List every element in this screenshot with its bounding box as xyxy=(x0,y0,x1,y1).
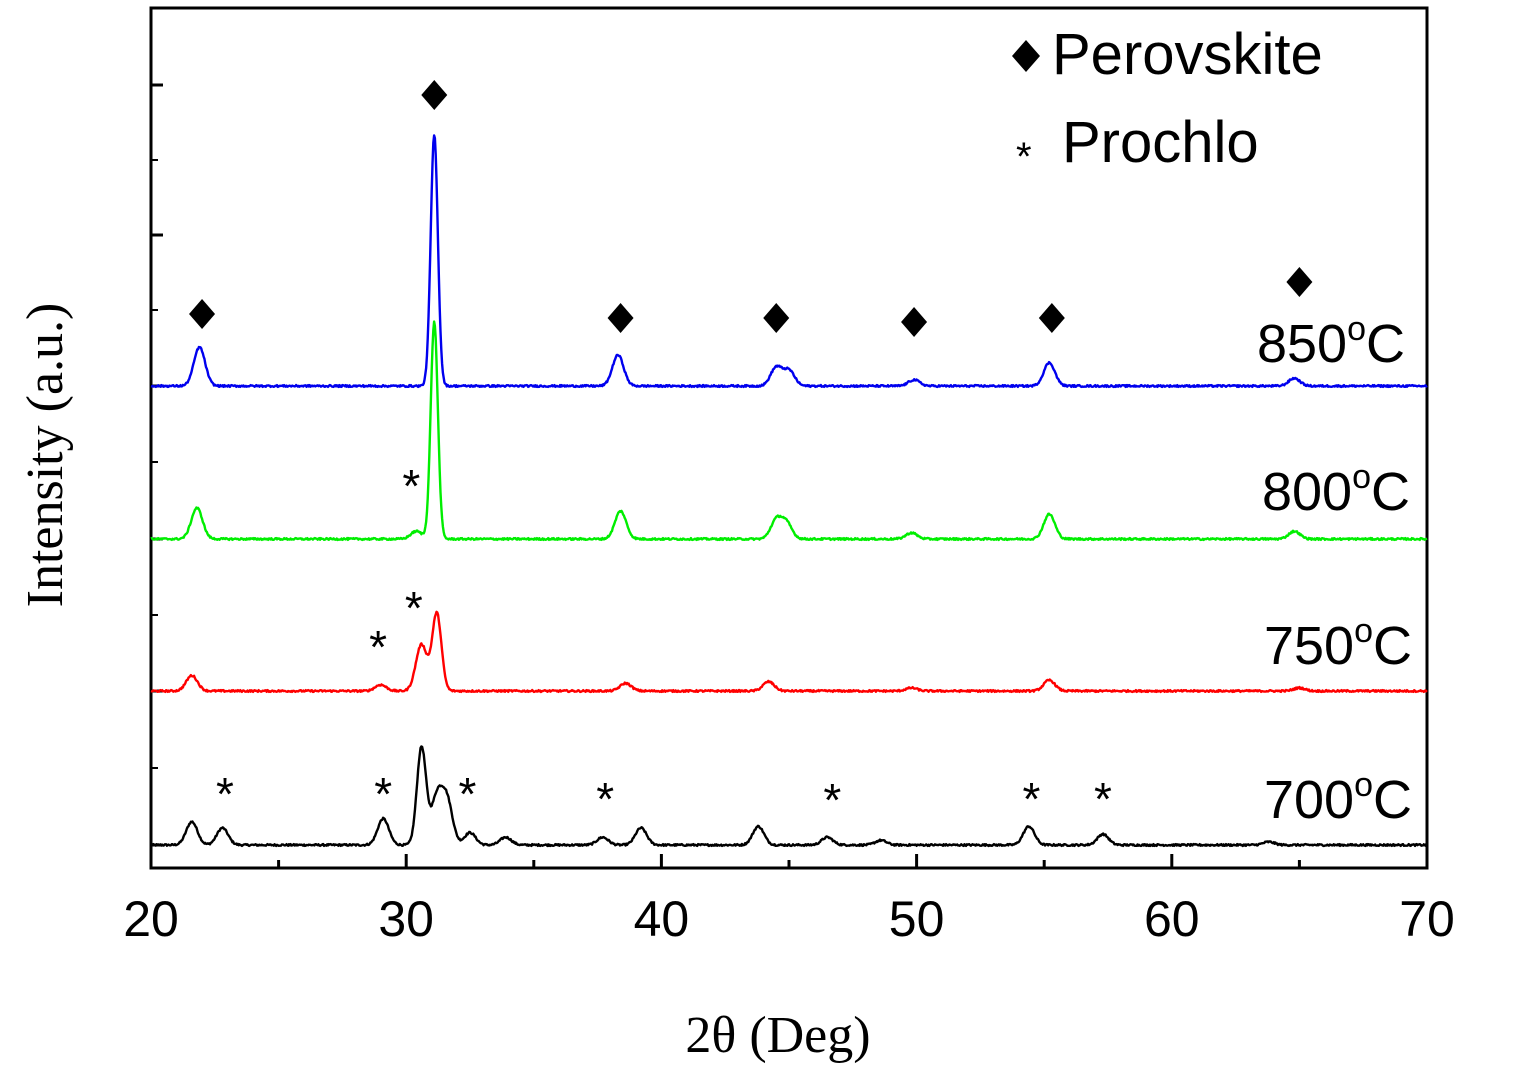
series-label: 850oC xyxy=(1257,310,1405,374)
series-line xyxy=(150,320,1428,542)
x-tick-label: 50 xyxy=(889,891,945,947)
prochlo-star-icon: * xyxy=(1094,773,1112,825)
y-axis-ticks xyxy=(151,83,163,847)
x-tick-label: 40 xyxy=(634,891,690,947)
x-axis-tick-labels: 20 30 40 50 60 70 xyxy=(123,891,1455,947)
legend-label-prochlo: Prochlo xyxy=(1062,110,1259,175)
prochlo-star-icon: * xyxy=(369,621,387,673)
series-line xyxy=(150,134,1428,389)
series-line xyxy=(150,745,1428,848)
y-axis-title: Intensity (a.u.) xyxy=(17,303,74,608)
prochlo-star-icon: * xyxy=(596,773,614,825)
x-tick-label: 70 xyxy=(1399,891,1455,947)
x-tick-label: 30 xyxy=(378,891,434,947)
prochlo-markers: * * * * * * * * * * xyxy=(216,460,1112,826)
legend: Perovskite * Prochlo xyxy=(1012,22,1323,179)
perovskite-diamond-icon xyxy=(763,303,790,333)
series-labels: 700oC 750oC 800oC 850oC xyxy=(1257,310,1412,830)
series-lines xyxy=(150,134,1428,848)
prochlo-star-icon: * xyxy=(374,768,392,820)
series-label: 800oC xyxy=(1262,458,1410,522)
perovskite-diamond-icon xyxy=(189,299,216,329)
prochlo-star-icon: * xyxy=(1022,773,1040,825)
legend-label-perovskite: Perovskite xyxy=(1052,22,1323,87)
prochlo-star-icon: * xyxy=(405,582,423,634)
x-axis-title: 2θ (Deg) xyxy=(685,1007,870,1064)
prochlo-star-icon: * xyxy=(402,460,420,512)
legend-diamond-icon xyxy=(1012,40,1040,72)
perovskite-diamond-icon xyxy=(1038,303,1065,333)
perovskite-diamond-icon xyxy=(607,303,634,333)
x-tick-label: 20 xyxy=(123,891,179,947)
series-label: 750oC xyxy=(1264,612,1412,676)
perovskite-diamond-icon xyxy=(1286,267,1313,297)
perovskite-diamond-icon xyxy=(421,80,448,110)
x-tick-label: 60 xyxy=(1144,891,1200,947)
series-label: 700oC xyxy=(1264,766,1412,830)
legend-star-icon: * xyxy=(1016,135,1032,179)
prochlo-star-icon: * xyxy=(458,768,476,820)
perovskite-diamond-icon xyxy=(901,307,928,337)
series-line xyxy=(150,610,1428,694)
prochlo-star-icon: * xyxy=(823,774,841,826)
x-axis-ticks xyxy=(149,854,1429,868)
perovskite-markers xyxy=(189,80,1313,337)
prochlo-star-icon: * xyxy=(216,768,234,820)
